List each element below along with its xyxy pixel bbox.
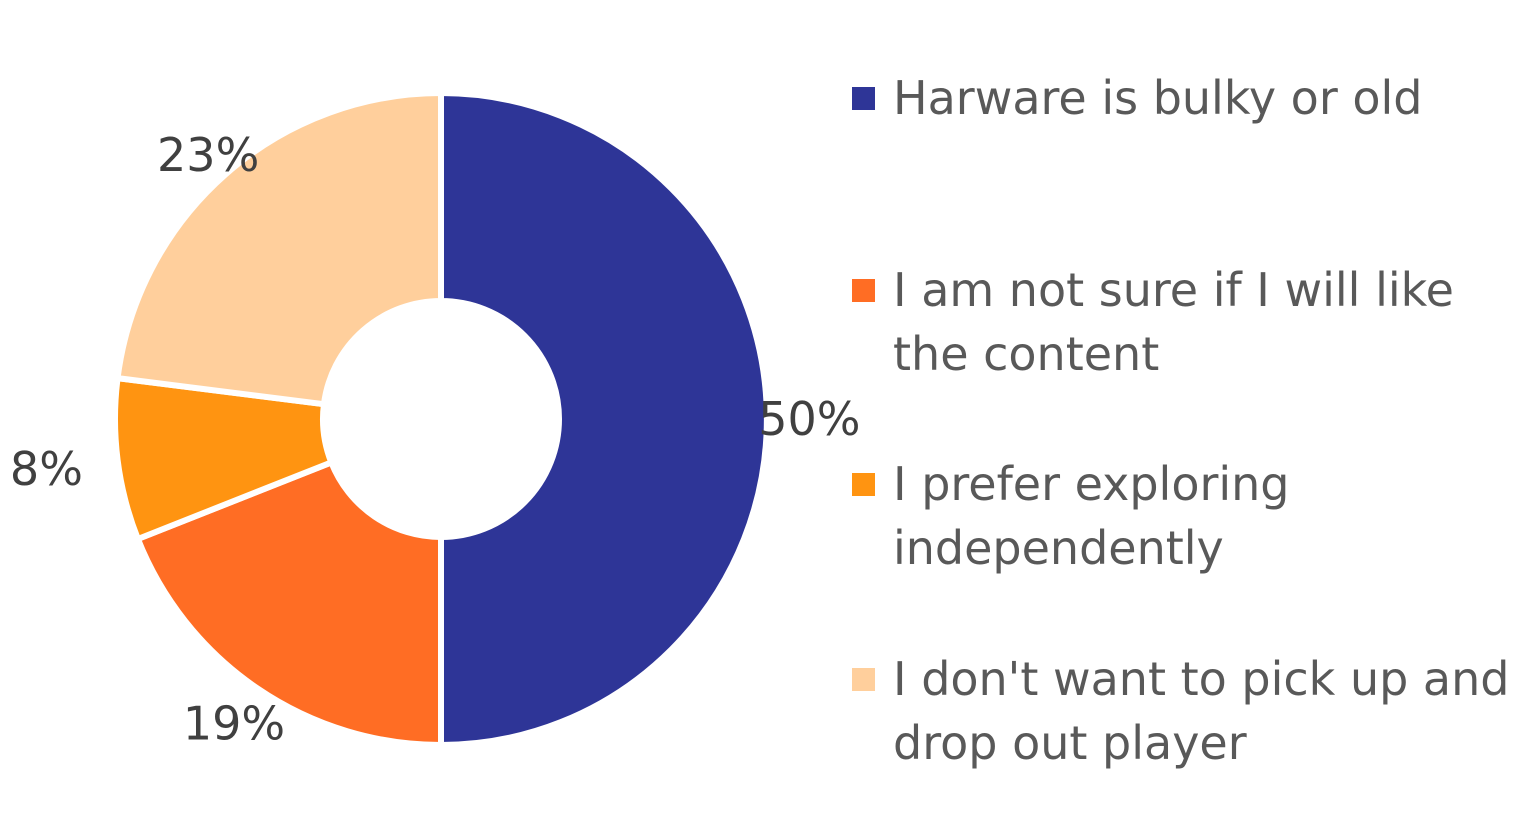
legend: Harware is bulky or old I am not sure if… (852, 0, 1512, 825)
slice-labels: 50% 19% 8% 23% (10, 128, 861, 751)
donut-slices (112, 90, 770, 748)
slice-content (134, 459, 444, 748)
legend-label-hardware: Harware is bulky or old (893, 71, 1423, 125)
legend-swatch-hardware (852, 87, 875, 110)
legend-label-exploring: I prefer exploring independently (893, 457, 1290, 575)
slice-player (114, 90, 444, 408)
slice-label-content: 19% (183, 697, 285, 751)
legend-label-content: I am not sure if I will like the content (893, 263, 1454, 381)
slice-label-exploring: 8% (10, 442, 83, 496)
legend-swatch-content (852, 279, 875, 302)
slice-label-player: 23% (157, 128, 259, 182)
slice-hardware (438, 90, 770, 748)
legend-swatch-player (852, 668, 875, 691)
slice-label-hardware: 50% (758, 392, 860, 446)
legend-label-player: I don't want to pick up and drop out pla… (893, 652, 1510, 770)
legend-swatch-exploring (852, 473, 875, 496)
